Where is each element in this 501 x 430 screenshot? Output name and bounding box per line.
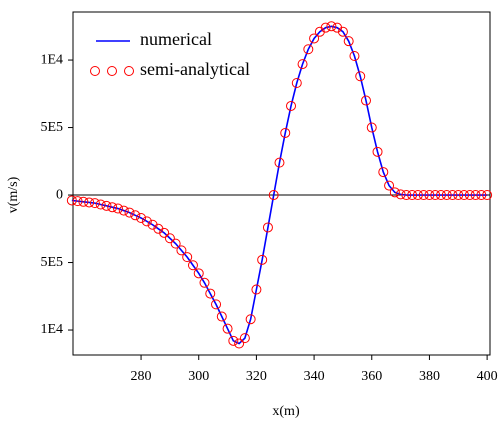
marker [372,146,383,157]
marker [459,190,470,201]
legend-swatch [124,66,134,76]
marker [222,323,233,334]
x-tick-label: 320 [246,369,267,384]
marker [349,51,360,62]
marker [136,212,147,223]
legend-label: numerical [140,29,212,49]
x-tick-label: 360 [361,369,382,384]
marker [401,190,412,201]
plot-frame [72,11,491,356]
y-tick-label: 5E5 [40,255,63,270]
marker [309,33,320,44]
legend-swatch [107,66,117,76]
marker [130,210,141,221]
marker [182,252,193,263]
marker [366,122,377,133]
marker [66,195,77,206]
marker [176,245,187,256]
marker [257,254,268,265]
marker [89,198,100,209]
y-tick-label: 5E5 [40,120,63,135]
marker [286,100,297,111]
marker [430,190,441,201]
marker [297,59,308,70]
marker [291,78,302,89]
marker [124,207,135,218]
marker [326,21,337,32]
marker [464,190,475,201]
marker [418,190,429,201]
marker [395,189,406,200]
marker [441,190,452,201]
marker [84,197,95,208]
series-line [71,25,488,345]
y-axis-label: v(m/s) [6,176,21,213]
marker [407,190,418,201]
x-tick-label: 280 [131,369,152,384]
marker [476,190,487,201]
marker [320,22,331,33]
marker [453,190,464,201]
marker [118,205,129,216]
marker [228,335,239,346]
marker [239,333,250,344]
marker [199,277,210,288]
x-tick-label: 300 [188,369,209,384]
marker [262,222,273,233]
marker [447,190,458,201]
marker [355,71,366,82]
marker [343,36,354,47]
marker [251,284,262,295]
marker [274,157,285,168]
marker [164,233,175,244]
marker [193,268,204,279]
x-tick-label: 400 [477,369,498,384]
marker [280,127,291,138]
marker [435,190,446,201]
legend-swatch [90,66,100,76]
marker [424,190,435,201]
marker [112,203,123,214]
y-tick-label: 0 [56,187,63,202]
x-tick-label: 340 [304,369,325,384]
marker [384,180,395,191]
marker [159,227,170,238]
marker [205,288,216,299]
legend-label: semi-analytical [140,59,250,79]
marker [337,26,348,37]
marker [482,190,493,201]
marker [107,202,118,213]
marker [470,190,481,201]
x-tick-label: 380 [419,369,440,384]
marker [389,187,400,198]
marker [234,338,245,349]
marker [378,167,389,178]
x-axis-label: x(m) [272,404,300,419]
marker [245,314,256,325]
marker [211,299,222,310]
marker [95,199,106,210]
marker [412,190,423,201]
marker [268,190,279,201]
marker [303,44,314,55]
marker [216,311,227,322]
marker [101,200,112,211]
y-tick-label: 1E4 [40,52,63,67]
marker [187,260,198,271]
marker [78,196,89,207]
marker [360,95,371,106]
marker [170,238,181,249]
marker [141,216,152,227]
y-tick-label: 1E4 [40,322,63,337]
marker [72,196,83,207]
